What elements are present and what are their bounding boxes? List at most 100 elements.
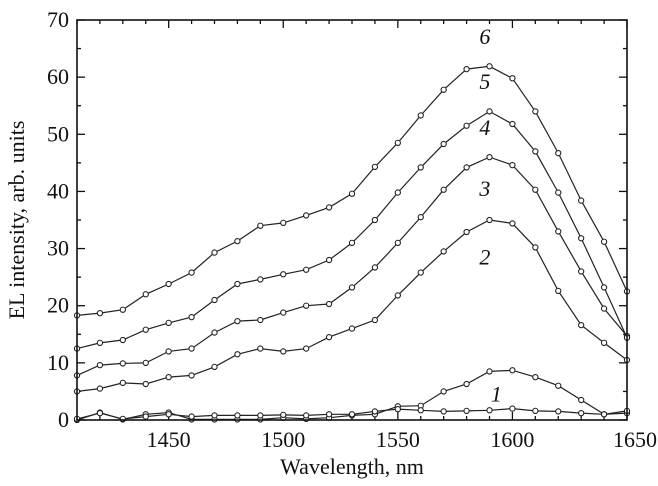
data-point	[440, 388, 447, 395]
data-point	[234, 237, 241, 245]
data-point	[394, 405, 401, 413]
data-point	[532, 108, 539, 115]
series-label: 3	[478, 176, 490, 201]
data-point	[280, 411, 287, 419]
series-label: 2	[479, 245, 490, 270]
data-point	[325, 256, 333, 264]
data-point	[234, 280, 241, 288]
data-point	[417, 407, 424, 414]
series-5: 5	[73, 63, 631, 319]
data-point	[211, 412, 218, 419]
data-point	[303, 412, 310, 419]
y-tick-label: 60	[47, 64, 69, 89]
data-point	[211, 329, 218, 336]
data-point	[257, 412, 264, 419]
data-point	[600, 339, 608, 347]
series-label: 6	[479, 24, 490, 49]
data-point	[325, 411, 333, 418]
data-point	[280, 219, 287, 227]
data-point	[188, 345, 195, 352]
series-layer: 1 2 3 4 5 6	[73, 24, 631, 424]
y-tick-label: 70	[47, 7, 69, 32]
x-tick-label: 1650	[613, 427, 657, 452]
data-point	[348, 325, 356, 332]
data-point	[119, 306, 126, 313]
data-point	[188, 313, 195, 321]
y-tick-label: 10	[47, 350, 69, 375]
data-point	[440, 408, 447, 415]
data-point	[440, 248, 447, 255]
data-point	[394, 292, 401, 299]
data-point	[119, 379, 126, 387]
data-point	[96, 339, 104, 347]
data-point	[555, 189, 562, 196]
data-point	[303, 266, 310, 273]
data-point	[600, 411, 608, 418]
data-point	[280, 348, 287, 355]
data-point	[142, 413, 149, 420]
data-point	[417, 269, 424, 276]
data-point	[280, 309, 287, 316]
data-point	[348, 411, 356, 418]
data-point	[257, 345, 264, 352]
data-point	[463, 407, 470, 415]
data-point	[348, 284, 356, 291]
data-point	[486, 153, 493, 161]
data-point	[555, 149, 562, 157]
data-point	[96, 309, 104, 317]
series-label: 4	[479, 115, 490, 140]
data-point	[303, 212, 310, 219]
series-4: 4	[73, 108, 631, 352]
data-point	[463, 380, 470, 388]
data-point	[509, 75, 516, 82]
data-point	[280, 271, 287, 278]
data-point	[509, 161, 516, 169]
data-point	[348, 190, 356, 197]
data-point	[463, 65, 470, 73]
data-point	[578, 321, 585, 329]
x-tick-label: 1550	[376, 427, 420, 452]
series-label: 1	[491, 382, 502, 407]
data-point	[555, 228, 562, 235]
data-point	[142, 359, 149, 367]
data-point	[325, 300, 333, 308]
x-tick-label: 1500	[261, 427, 305, 452]
data-point	[463, 122, 470, 129]
data-point	[509, 220, 516, 227]
data-point	[371, 316, 379, 324]
data-point	[486, 407, 493, 414]
data-point	[578, 235, 585, 242]
data-point	[188, 372, 195, 379]
data-point	[532, 148, 539, 155]
y-tick-label: 50	[47, 121, 69, 146]
data-point	[96, 361, 104, 369]
data-point	[348, 239, 356, 247]
data-point	[325, 204, 333, 211]
data-point	[371, 264, 379, 271]
data-point	[463, 164, 470, 171]
data-point	[257, 276, 264, 283]
data-point	[555, 287, 562, 295]
data-point	[394, 189, 401, 196]
data-point	[440, 186, 447, 193]
y-tick-label: 40	[47, 178, 69, 203]
data-point	[463, 228, 470, 236]
data-point	[165, 373, 172, 381]
data-point	[509, 405, 516, 412]
data-point	[532, 407, 539, 415]
data-point	[234, 351, 241, 358]
data-point	[188, 413, 195, 420]
data-point	[532, 244, 539, 251]
data-point	[486, 368, 493, 375]
plot-frame	[76, 19, 628, 421]
data-point	[578, 197, 585, 204]
data-point	[509, 120, 516, 128]
data-point	[257, 316, 264, 324]
data-point	[555, 382, 562, 389]
data-point	[96, 385, 104, 392]
data-point	[371, 216, 379, 224]
data-point	[417, 164, 424, 171]
series-line	[76, 110, 628, 350]
data-point	[578, 268, 585, 275]
